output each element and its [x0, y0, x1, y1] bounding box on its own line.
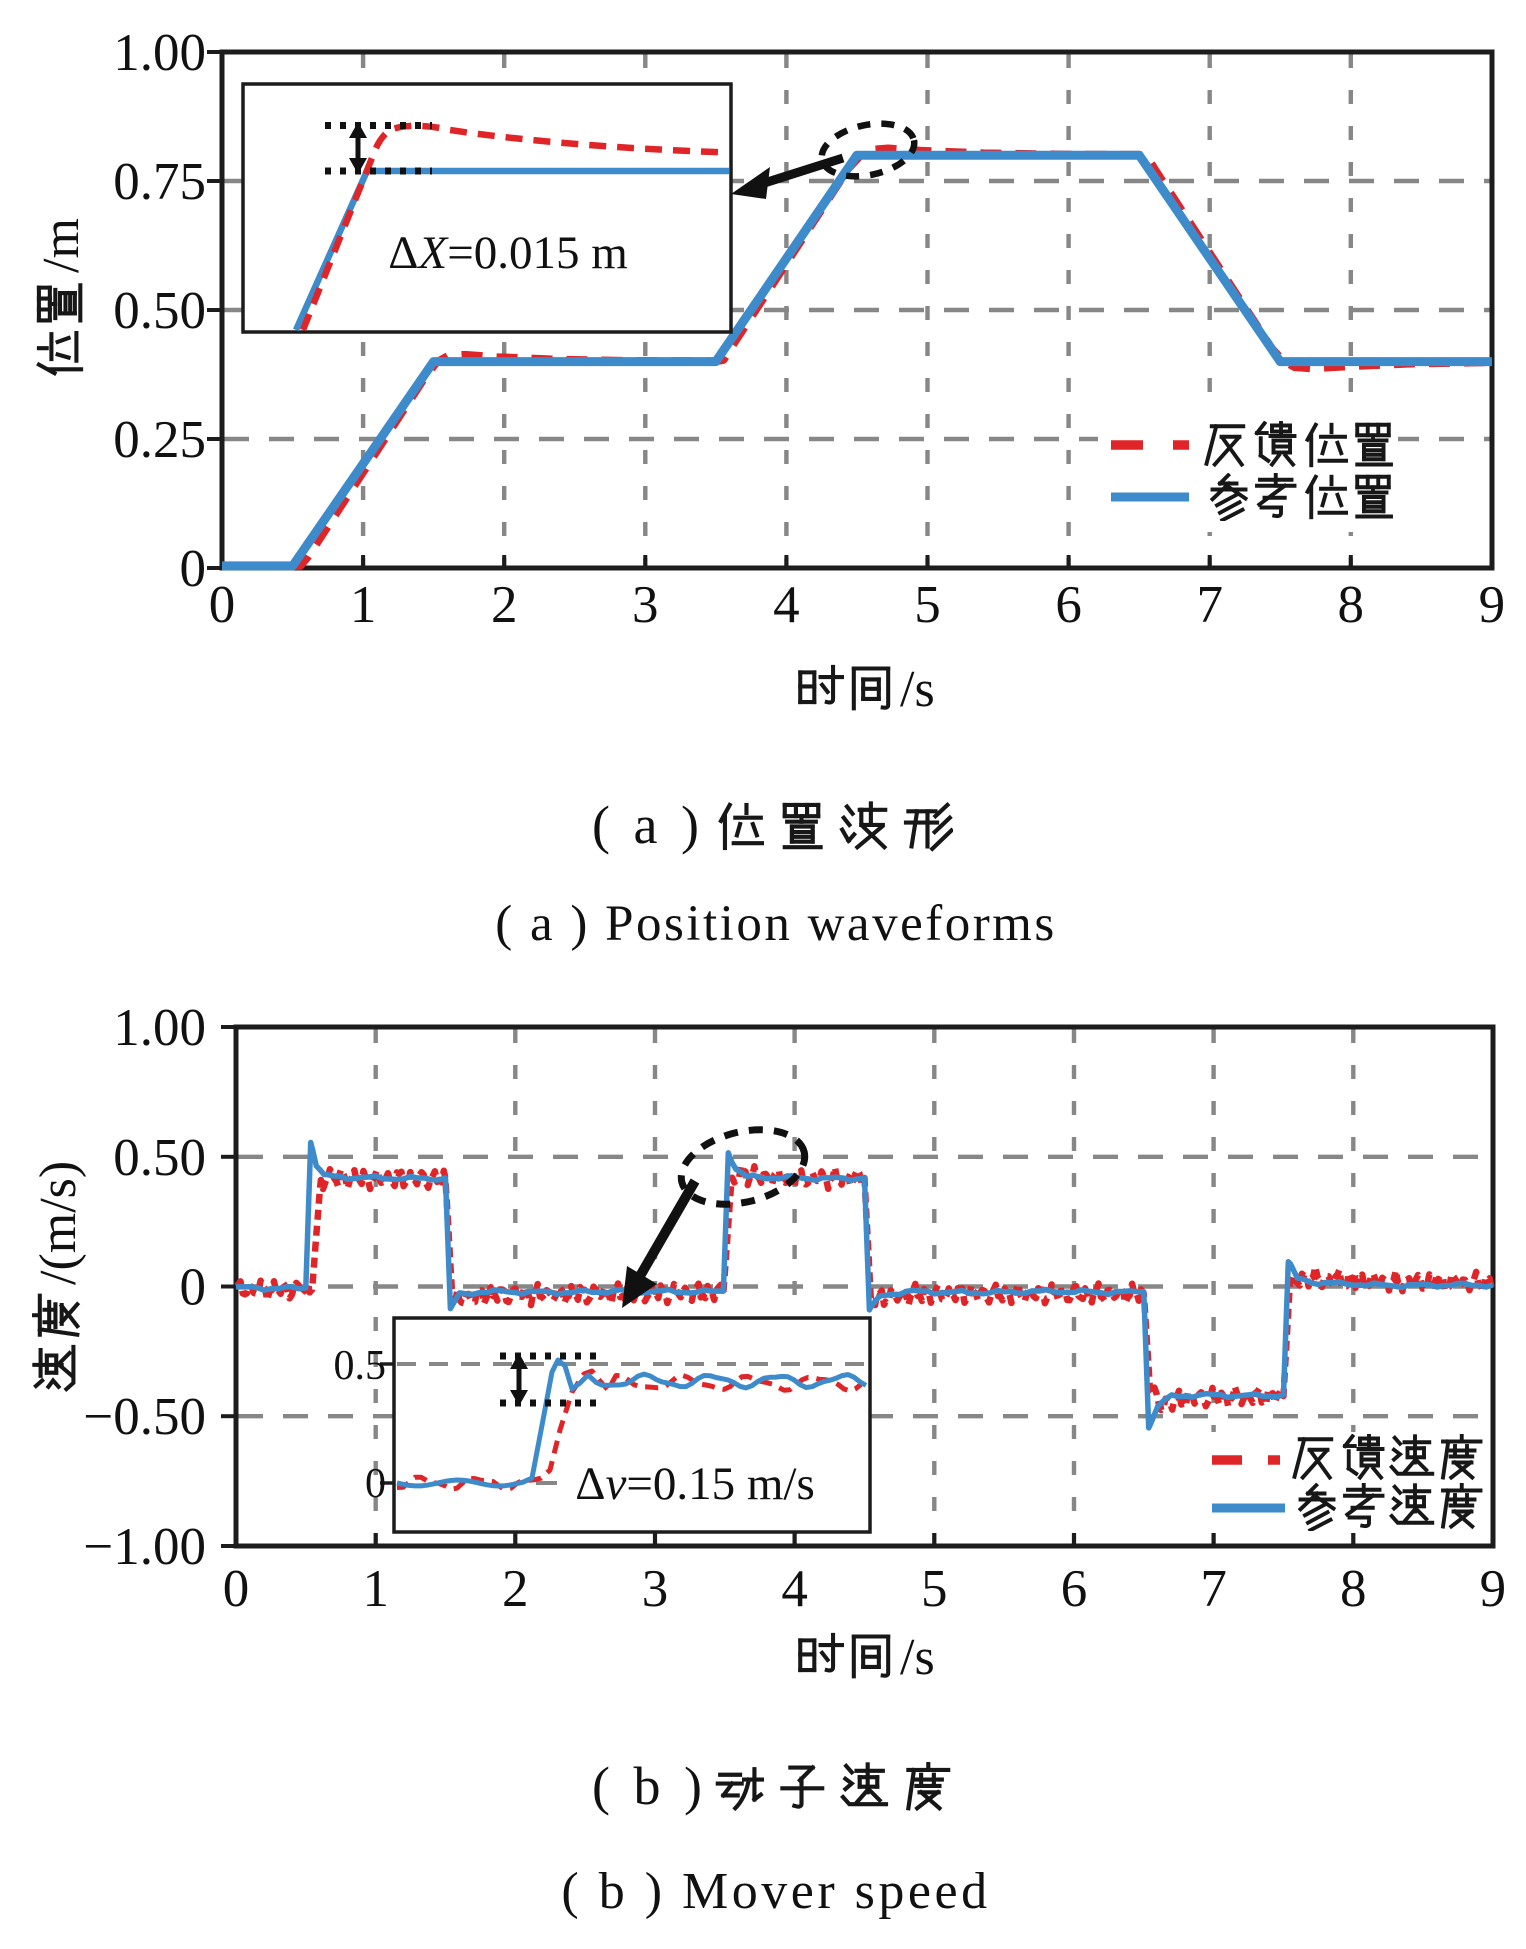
svg-text:9: 9: [1479, 576, 1506, 634]
svg-text:7: 7: [1196, 576, 1223, 634]
svg-text:0: 0: [365, 1461, 386, 1507]
svg-text:/m: /m: [33, 218, 90, 273]
svg-text:8: 8: [1340, 1560, 1367, 1618]
svg-text:1: 1: [362, 1560, 389, 1618]
svg-text:0.5: 0.5: [334, 1343, 387, 1389]
svg-text:6: 6: [1055, 576, 1082, 634]
svg-text:5: 5: [914, 576, 941, 634]
svg-text:( b ) Mover speed: ( b ) Mover speed: [561, 1863, 990, 1920]
svg-text:/(m/s): /(m/s): [30, 1161, 87, 1285]
svg-text:0: 0: [223, 1560, 250, 1618]
svg-text:0.75: 0.75: [113, 153, 206, 211]
svg-text:/s: /s: [900, 1629, 935, 1686]
svg-text:0: 0: [180, 1259, 207, 1317]
svg-text:−1.00: −1.00: [83, 1518, 206, 1576]
svg-text:3: 3: [642, 1560, 669, 1618]
svg-text:ΔX=0.015 m: ΔX=0.015 m: [388, 227, 628, 279]
svg-text:0.50: 0.50: [113, 1129, 206, 1187]
svg-text:2: 2: [502, 1560, 529, 1618]
svg-text:0.25: 0.25: [113, 411, 206, 469]
svg-text:5: 5: [921, 1560, 948, 1618]
svg-text:( a ) Position waveforms: ( a ) Position waveforms: [495, 896, 1056, 952]
svg-text:Δv=0.15 m/s: Δv=0.15 m/s: [575, 1458, 815, 1510]
svg-text:0.50: 0.50: [113, 282, 206, 340]
svg-text:6: 6: [1061, 1560, 1088, 1618]
svg-text:1.00: 1.00: [113, 999, 206, 1057]
svg-text:4: 4: [773, 576, 800, 634]
svg-text:2: 2: [491, 576, 518, 634]
svg-text:( b ): ( b ): [592, 1756, 707, 1816]
svg-text:3: 3: [632, 576, 659, 634]
svg-text:9: 9: [1480, 1560, 1507, 1618]
svg-text:7: 7: [1200, 1560, 1227, 1618]
svg-text:0: 0: [180, 540, 207, 598]
svg-text:8: 8: [1338, 576, 1365, 634]
svg-text:4: 4: [781, 1560, 808, 1618]
svg-text:−0.50: −0.50: [83, 1388, 206, 1446]
svg-text:1.00: 1.00: [113, 24, 206, 82]
svg-text:0: 0: [209, 576, 236, 634]
svg-text:( a ): ( a ): [592, 795, 704, 855]
svg-text:/s: /s: [900, 661, 935, 718]
svg-text:1: 1: [350, 576, 377, 634]
